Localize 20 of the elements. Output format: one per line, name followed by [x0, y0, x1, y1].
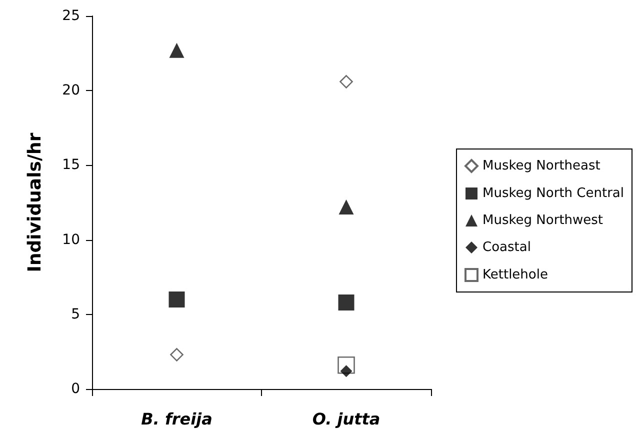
point	[169, 42, 184, 58]
y-axis-title: Individuals/hr	[24, 132, 46, 272]
y-tick-label: 25	[62, 8, 80, 24]
y-tick-label: 5	[71, 306, 80, 322]
y-tick-label: 15	[62, 157, 80, 174]
y-tick-label: 0	[71, 381, 80, 397]
legend-label: Muskeg Northwest	[482, 213, 604, 228]
legend-label: Coastal	[482, 240, 531, 255]
legend-label: Kettlehole	[482, 268, 548, 282]
x-tick-label: B. freija	[141, 410, 212, 428]
point	[168, 291, 185, 308]
legend-label: Muskeg Northeast	[482, 158, 600, 174]
legend-label: Muskeg North Central	[482, 186, 624, 201]
point	[340, 75, 353, 88]
y-tick-label: 20	[62, 82, 80, 99]
x-tick-label: O. jutta	[312, 410, 380, 428]
point	[170, 348, 184, 362]
point	[338, 199, 354, 214]
y-tick-label: 10	[62, 232, 80, 248]
point	[338, 294, 354, 310]
